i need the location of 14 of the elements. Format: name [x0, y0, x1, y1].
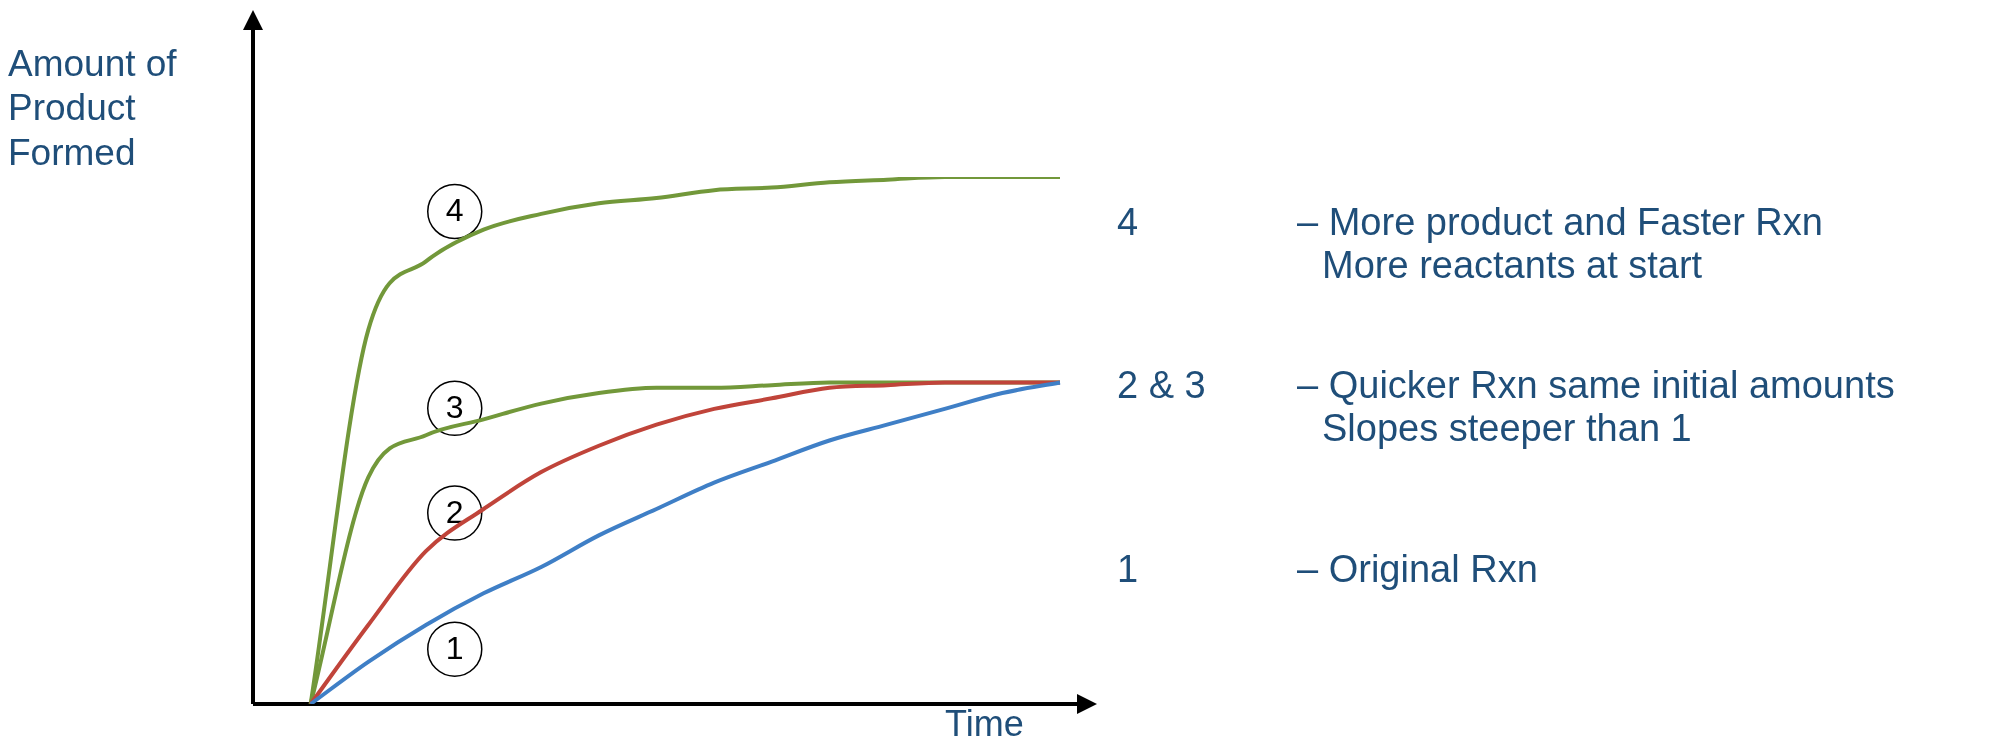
x-axis-title: Time	[945, 702, 1024, 746]
text: Slopes steeper than 1	[1322, 406, 1692, 451]
series-label: 1	[445, 629, 464, 666]
y-axis-title: Amount of Product Formed	[8, 42, 178, 175]
text: 1	[1117, 547, 1139, 592]
text: – Quicker Rxn same initial amounts	[1297, 363, 1895, 408]
series-label: 4	[445, 192, 464, 229]
text: 4	[1117, 200, 1139, 245]
text: 2 & 3	[1117, 363, 1206, 408]
text: – More product and Faster Rxn	[1297, 200, 1823, 245]
series-label: 2	[445, 493, 464, 530]
text: – Original Rxn	[1297, 547, 1538, 592]
text: More reactants at start	[1322, 243, 1703, 288]
series-label: 3	[445, 389, 464, 426]
